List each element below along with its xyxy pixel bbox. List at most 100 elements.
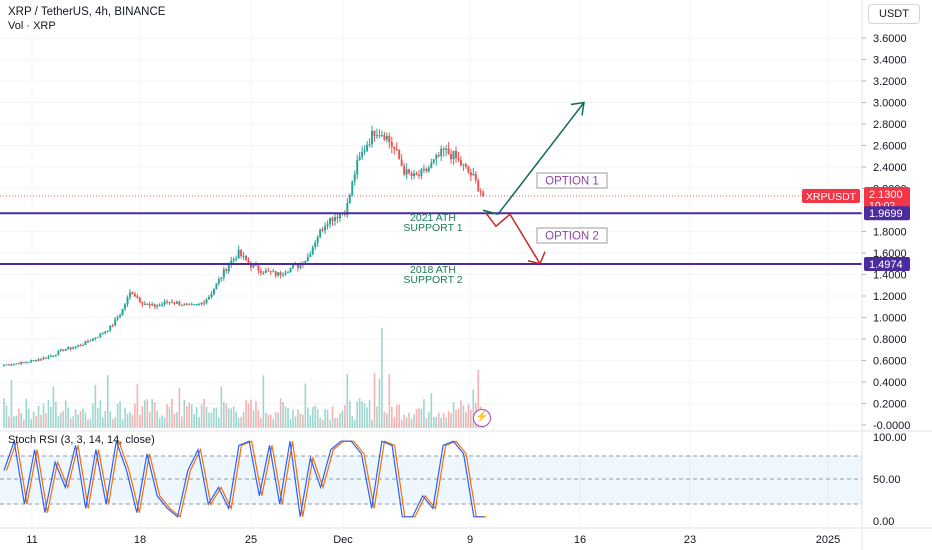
option2-label-text: OPTION 2 [545,231,599,243]
volume-bar [178,387,181,428]
candle-body [289,267,292,272]
candle-body [368,144,371,146]
candle-body [22,361,25,363]
candle-body [151,304,154,306]
candle-body [124,304,127,309]
candle-body [457,158,460,160]
volume-bar [477,370,480,428]
volume-bar [136,384,139,428]
volume-bar [279,398,282,428]
volume-bar [442,412,445,428]
volume-bar [462,405,465,428]
candle-body [10,364,13,366]
candle-body [64,349,67,351]
volume-bar [60,412,62,428]
y-tick-label: 0.2000 [873,399,907,411]
volume-bar [307,407,309,428]
volume-bar [237,418,240,428]
symbol-title[interactable]: XRP / TetherUS, 4h, BINANCE [8,6,166,18]
volume-bar [215,407,218,428]
x-tick-label: 16 [574,534,586,546]
candle-body [208,297,211,300]
candle-body [279,272,282,275]
volume-bar [346,373,349,428]
price-axis[interactable]: 3.6000 3.4000 3.2000 3.0000 2.8000 2.6000 2.40… [861,0,910,550]
candle-body [126,297,129,305]
candle-body [432,159,435,163]
stoch-tick-label: 50.00 [873,474,901,486]
candle-body [227,264,230,272]
stoch-rsi-label[interactable]: Stoch RSI (3, 3, 14, 14, close) [8,434,155,446]
candle-body [422,168,425,170]
candle-body [346,203,349,215]
candle-body [388,136,391,142]
volume-bar [106,375,109,428]
candle-body [351,181,354,195]
candle-body [242,255,245,257]
volume-bar [415,409,418,428]
volume-bar [69,418,72,428]
candle-body [30,360,33,363]
x-tick-label: 2025 [816,534,840,546]
volume-bar [356,401,359,428]
y-tick-label: 2.8000 [873,119,907,131]
candle-body [190,304,193,306]
candle-body [269,271,272,273]
candle-body [54,354,57,356]
candle-body [203,302,206,304]
volume-bar [203,398,205,428]
candle-body [338,213,341,219]
candle-body [252,264,255,268]
candle-body [469,172,472,176]
volume-bar [299,413,302,428]
volume-bar [260,418,262,428]
candle-body [215,283,218,290]
candle-body [306,257,309,262]
candle-body [131,292,134,295]
time-axis[interactable]: 11 18 25 Dec 9 16 23 2025 [0,527,932,546]
stoch-tick-label: 100.00 [873,432,907,444]
volume-bar [72,416,74,428]
volume-bar [198,417,200,428]
candle-body [272,271,275,273]
y-tick-label: 3.0000 [873,98,907,110]
volume-bar [452,402,455,428]
volume-bar [403,414,405,428]
volume-bar [297,409,299,428]
currency-button[interactable]: USDT [868,4,920,24]
candle-body [180,305,183,307]
volume-bar [457,408,460,428]
volume-bar [139,414,141,428]
candle-body [247,260,250,264]
volume-bar [232,406,235,428]
support2-label-line2: SUPPORT 2 [403,274,462,286]
candle-body [25,362,28,364]
candle-body [175,301,178,304]
candle-body [274,271,277,276]
candle-body [403,165,406,175]
volume-bar [188,402,191,428]
candle-body [173,302,176,304]
volume-bar [183,399,186,428]
candlesticks [3,125,485,367]
volume-bar [151,399,153,428]
candle-body [210,294,213,298]
candle-body [47,356,50,359]
volume-bar [292,409,294,428]
volume-indicator-label[interactable]: Vol · XRP [8,20,56,32]
candle-body [405,169,408,175]
volume-bar [269,414,272,428]
volume-bar [210,412,213,428]
volume-bar [168,407,171,428]
candle-body [212,289,215,295]
candle-body [348,194,351,204]
volume-bar [235,411,237,428]
volume-bar [114,417,116,428]
flash-icon[interactable]: ⚡ [473,409,491,427]
candle-body [291,265,294,268]
candle-body [27,362,30,364]
volume-bar [8,416,10,428]
candle-body [415,173,418,176]
candle-body [57,350,60,355]
